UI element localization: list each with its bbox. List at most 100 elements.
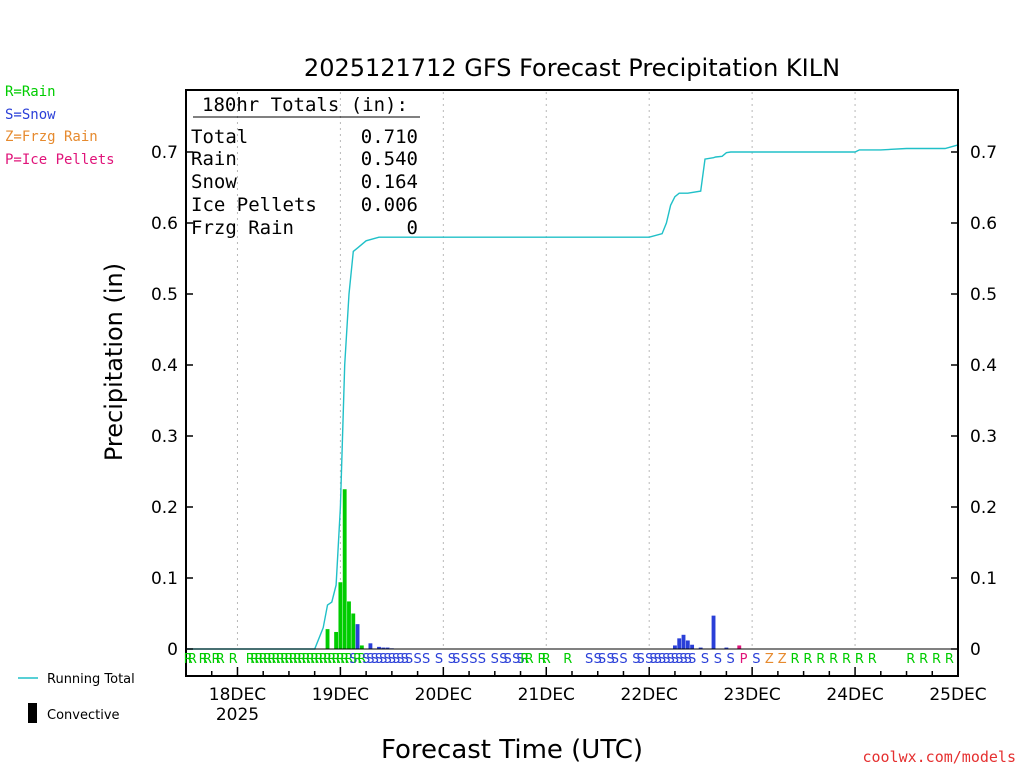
bar-snow	[681, 634, 686, 649]
type-mark: S	[435, 652, 443, 667]
type-mark: Z	[765, 652, 774, 667]
type-mark: S	[401, 652, 409, 667]
chart-title: 2025121712 GFS Forecast Precipitation KI…	[304, 54, 840, 82]
bar-snow	[685, 640, 690, 649]
legend-freezing-rain: Z=Frzg Rain	[5, 129, 98, 145]
bar-snow	[673, 645, 677, 649]
type-mark: R	[302, 652, 311, 667]
series-legend: Running Total Convective	[18, 672, 135, 723]
bar-snow	[355, 624, 360, 649]
type-mark: R	[525, 652, 534, 667]
type-mark: S	[422, 652, 430, 667]
type-mark: R	[855, 652, 864, 667]
gridlines	[236, 92, 856, 649]
total-value: 0.710	[361, 126, 418, 148]
type-mark: R	[868, 652, 877, 667]
type-mark: S	[671, 652, 679, 667]
type-mark: R	[199, 652, 208, 667]
bar-snow	[368, 643, 373, 649]
y-axis-ticks: 0 0 0.1 0.1 0.2 0.2 0.3 0.3 0.4 0.4 0.5 0.5 0.6 0.6 0.…	[151, 143, 997, 660]
type-mark: R	[297, 652, 306, 667]
y-tick-label-right: 0.2	[970, 498, 997, 518]
y-tick-label-right: 0	[970, 640, 981, 660]
type-mark: S	[392, 652, 400, 667]
rain-label: Rain	[191, 148, 237, 170]
type-mark: R	[272, 652, 281, 667]
type-mark: R	[919, 652, 928, 667]
x-tick-sublabel: 2025	[216, 705, 259, 725]
y-tick-label-left: 0.1	[151, 569, 178, 589]
type-mark: S	[679, 652, 687, 667]
type-mark: S	[366, 652, 374, 667]
rain-value: 0.540	[361, 148, 418, 170]
bar-rain	[351, 613, 356, 649]
type-mark: S	[658, 652, 666, 667]
type-mark: R	[267, 652, 276, 667]
type-mark: R	[259, 652, 268, 667]
type-marks-row: RR RR RR R RRRRRRRRRRRRRRRRRRRRRRRRSRRSSSSSS…	[184, 652, 954, 667]
bar-snow	[724, 647, 729, 649]
precip-bars	[325, 489, 742, 649]
type-mark: R	[319, 652, 328, 667]
bar-snow	[690, 644, 695, 649]
type-mark: R	[340, 652, 349, 667]
type-mark: R	[327, 652, 336, 667]
bar-snow	[381, 647, 386, 649]
x-tick-label: 23DEC	[723, 685, 780, 705]
y-tick-label-right: 0.6	[970, 214, 997, 234]
y-tick-label-left: 0.7	[151, 143, 178, 163]
bar-rain	[325, 629, 330, 649]
total-label: Total	[191, 126, 248, 148]
type-mark: S	[379, 652, 387, 667]
type-mark: R	[284, 652, 293, 667]
type-mark: S	[349, 652, 357, 667]
y-tick-label-left: 0.5	[151, 285, 178, 305]
convective-legend-label: Convective	[47, 708, 120, 723]
totals-header: 180hr Totals (in):	[202, 94, 408, 116]
type-mark: S	[491, 652, 499, 667]
type-mark: R	[216, 652, 225, 667]
bar-rain	[334, 631, 339, 649]
ice-pellets-value: 0.006	[361, 194, 418, 216]
type-mark: S	[632, 652, 640, 667]
type-mark: S	[606, 652, 614, 667]
snow-label: Snow	[191, 171, 237, 193]
freezing-rain-label: Frzg Rain	[191, 217, 294, 239]
type-mark: S	[585, 652, 593, 667]
type-mark: R	[520, 652, 529, 667]
type-mark: R	[188, 652, 197, 667]
type-mark: R	[945, 652, 954, 667]
type-mark: R	[184, 652, 193, 667]
running-total-legend-label: Running Total	[47, 672, 135, 687]
type-mark: S	[701, 652, 709, 667]
type-mark: R	[310, 652, 319, 667]
x-tick-label: 25DEC	[929, 685, 986, 705]
type-mark: R	[344, 652, 353, 667]
type-mark: R	[357, 652, 366, 667]
bar-rain	[342, 489, 347, 649]
type-mark: R	[289, 652, 298, 667]
type-mark: S	[714, 652, 722, 667]
bar-rain	[338, 582, 343, 649]
type-mark: S	[611, 652, 619, 667]
y-tick-label-left: 0	[167, 640, 178, 660]
x-axis-label: Forecast Time (UTC)	[381, 735, 643, 765]
type-mark: R	[332, 652, 341, 667]
x-tick-label: 20DEC	[415, 685, 472, 705]
type-mark: S	[512, 652, 520, 667]
type-mark: S	[727, 652, 735, 667]
type-mark: R	[790, 652, 799, 667]
type-mark: S	[654, 652, 662, 667]
type-mark: S	[499, 652, 507, 667]
credit-text: coolwx.com/models	[862, 748, 1016, 766]
plot-frame	[185, 89, 959, 677]
x-tick-label: 21DEC	[518, 685, 575, 705]
type-mark: R	[336, 652, 345, 667]
type-mark: R	[323, 652, 332, 667]
bar-snow	[677, 638, 682, 649]
type-mark: R	[842, 652, 851, 667]
convective-swatch	[28, 703, 37, 723]
snow-value: 0.164	[361, 171, 418, 193]
y-tick-label-left: 0.3	[151, 427, 178, 447]
bar-rain	[347, 601, 351, 649]
